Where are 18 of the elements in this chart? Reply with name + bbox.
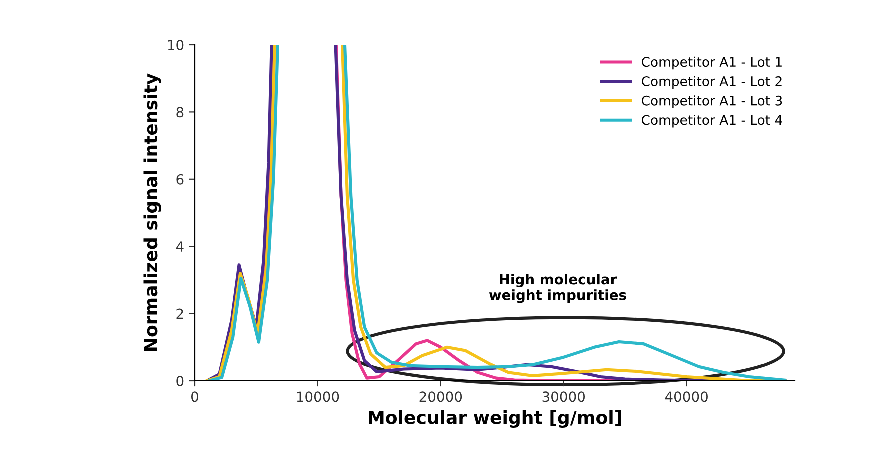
y-axis-title: Normalized signal intensity bbox=[144, 74, 162, 351]
y-tick-label: 8 bbox=[176, 107, 184, 118]
x-tick-label: 10000 bbox=[297, 392, 340, 402]
x-tick-label: 20000 bbox=[420, 392, 462, 402]
x-tick-label: 40000 bbox=[665, 392, 708, 402]
y-tick-label: 4 bbox=[176, 242, 184, 252]
x-tick-label: 0 bbox=[191, 392, 198, 402]
x-tick-label: 30000 bbox=[542, 392, 586, 402]
y-tick-label: 6 bbox=[176, 174, 184, 185]
legend-label: Competitor A1 - Lot 3 bbox=[642, 96, 782, 108]
annotation: High molecular weight impurities bbox=[489, 274, 626, 304]
legend-label: Competitor A1 - Lot 1 bbox=[642, 56, 782, 70]
y-tick-label: 0 bbox=[176, 376, 184, 386]
x-axis-title: Molecular weight [g/mol] bbox=[369, 410, 622, 428]
legend-label: Competitor A1 - Lot 2 bbox=[642, 76, 782, 90]
y-tick-label: 10 bbox=[168, 40, 184, 50]
y-tick-label: 2 bbox=[176, 308, 184, 320]
legend-label: Competitor A1 - Lot 4 bbox=[642, 114, 782, 128]
